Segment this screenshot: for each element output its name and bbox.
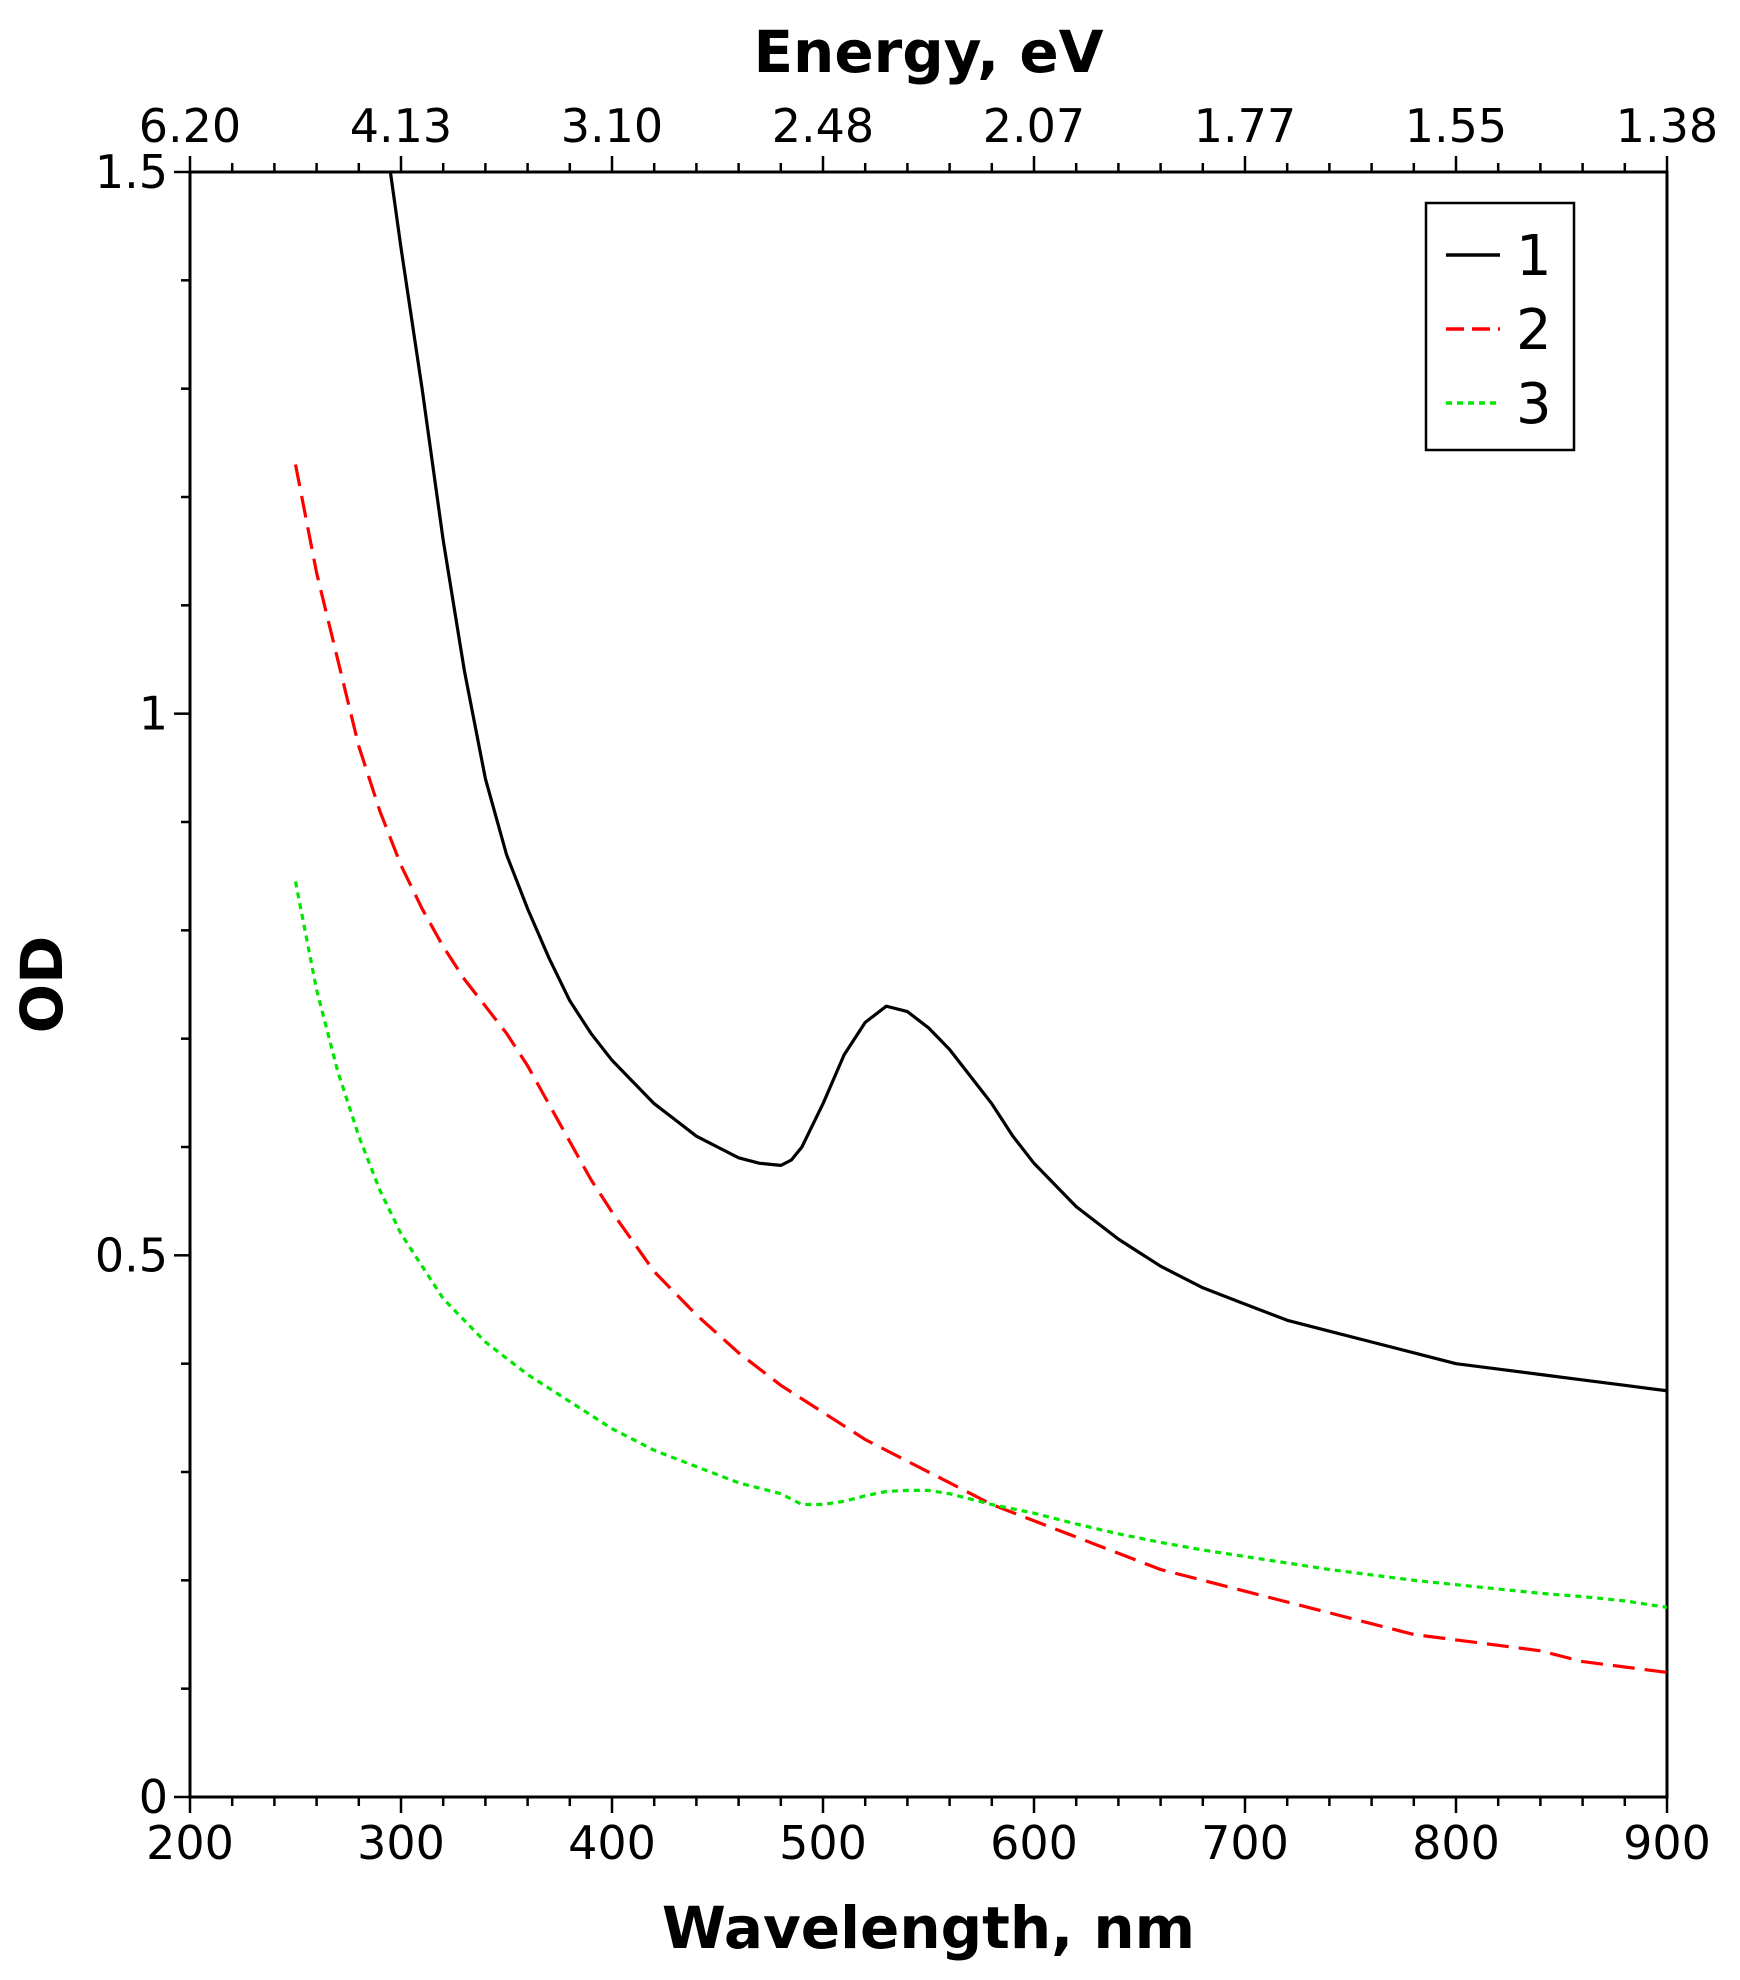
y-tick-label: 1.5 [95, 145, 168, 199]
x-tick-label: 400 [568, 1816, 656, 1870]
top-tick-label: 2.07 [983, 99, 1085, 153]
y-axis-title: OD [8, 936, 76, 1033]
top-axis-title: Energy, eV [753, 18, 1103, 86]
top-tick-label: 1.55 [1405, 99, 1507, 153]
x-tick-label: 300 [357, 1816, 445, 1870]
x-tick-label: 200 [146, 1816, 234, 1870]
series-group [293, 172, 1667, 1674]
y-tick-label: 0.5 [95, 1228, 168, 1282]
legend-label-3: 3 [1516, 372, 1552, 437]
top-tick-label: 4.13 [350, 99, 452, 153]
axes-group: 200 300 400 500 600 700 800 900 6.20 4.13 3.10 2.48… [8, 18, 1718, 1962]
x-tick-label: 700 [1201, 1816, 1289, 1870]
top-tick-label: 1.77 [1194, 99, 1296, 153]
x-tick-label: 800 [1412, 1816, 1500, 1870]
x-tick-label: 600 [990, 1816, 1078, 1870]
y-tick-label: 0 [139, 1770, 168, 1824]
series-line-1 [388, 172, 1667, 1393]
series-line-3 [293, 881, 1667, 1609]
top-tick-label: 1.38 [1616, 99, 1718, 153]
top-tick-label: 6.20 [139, 99, 241, 153]
legend-label-2: 2 [1516, 298, 1552, 363]
legend-label-1: 1 [1516, 224, 1552, 289]
x-tick-label: 500 [779, 1816, 867, 1870]
plot-frame [188, 170, 1669, 1799]
top-tick-label: 3.10 [561, 99, 663, 153]
y-tick-label: 1 [139, 687, 168, 741]
top-tick-label: 2.48 [772, 99, 874, 153]
x-axis-title: Wavelength, nm [662, 1894, 1195, 1962]
x-tick-label: 900 [1623, 1816, 1711, 1870]
legend: 1 2 3 [1424, 201, 1576, 452]
series-line-2 [293, 464, 1667, 1674]
legend-box [1424, 201, 1576, 452]
